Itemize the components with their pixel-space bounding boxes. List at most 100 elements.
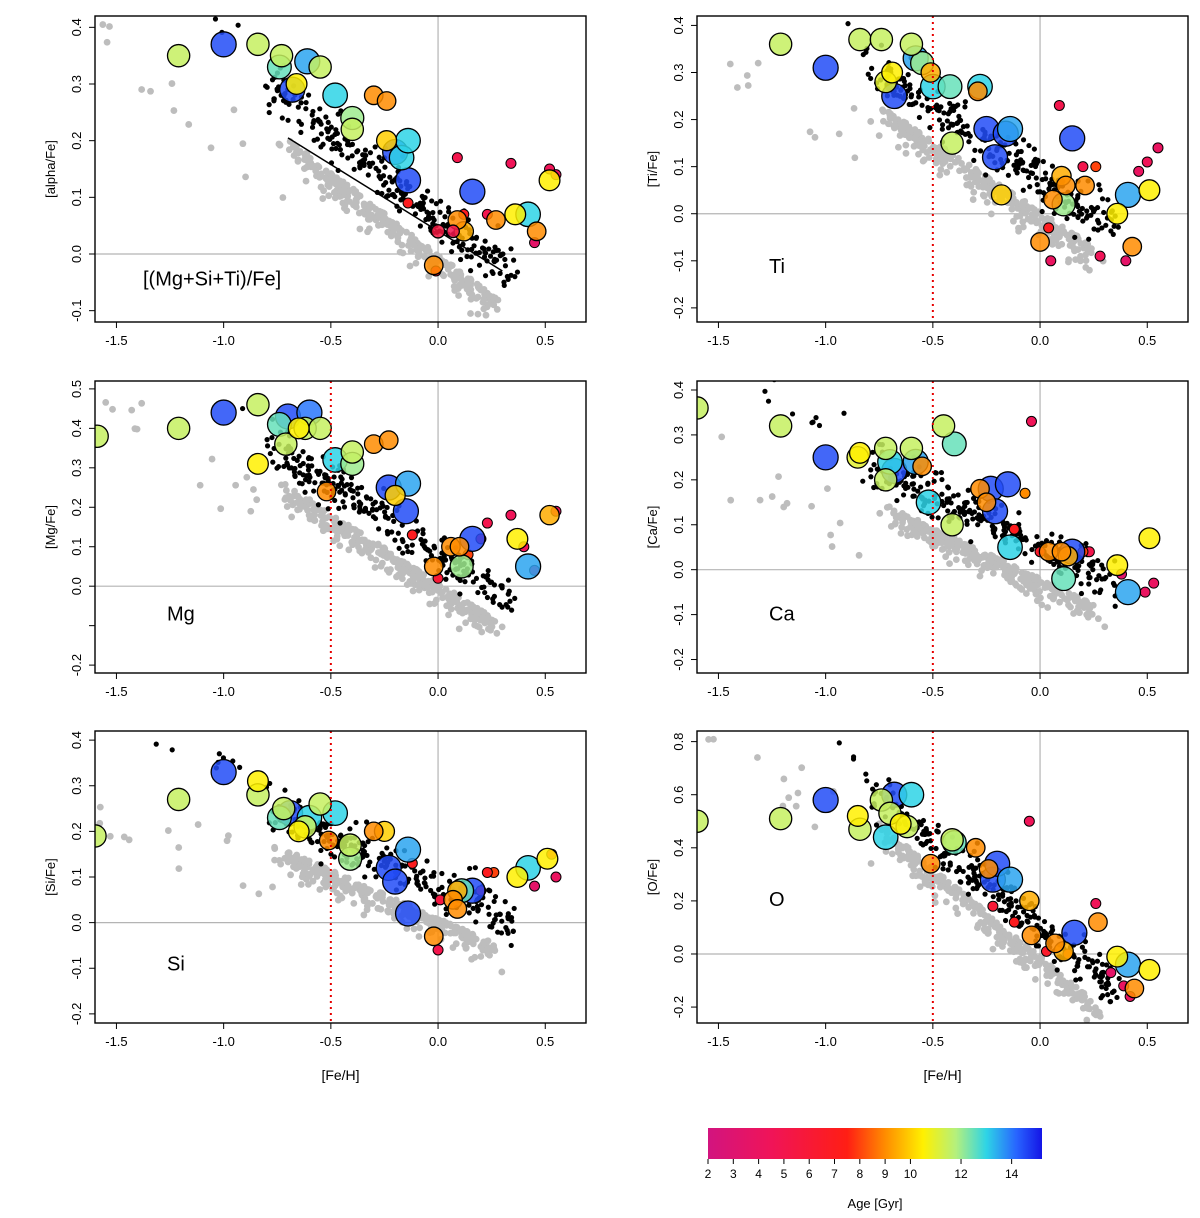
background-star-dot <box>277 481 285 489</box>
background-star-dot <box>937 149 945 157</box>
background-star-dot <box>309 500 317 507</box>
sample-star-dot <box>1074 963 1081 969</box>
aged-star-point <box>166 43 191 68</box>
background-star-dot <box>351 189 359 197</box>
sample-star-dot <box>1095 557 1101 564</box>
background-star-dot <box>450 593 458 601</box>
plot-frame <box>696 380 1189 674</box>
background-star-dot <box>967 172 975 180</box>
sample-star-dot <box>274 86 280 92</box>
background-star-dot <box>768 493 776 500</box>
sample-star-dot <box>366 160 372 166</box>
background-star-dot <box>896 120 904 127</box>
aged-star-point <box>506 865 529 889</box>
x-tick-label: -1.0 <box>814 333 836 348</box>
sample-star-dot <box>1013 898 1019 904</box>
y-tick-label: 0.0 <box>69 245 84 263</box>
aged-star-point <box>996 866 1024 893</box>
sample-star-dot <box>955 492 961 498</box>
background-star-dot <box>364 215 372 223</box>
background-star-dot <box>342 879 350 887</box>
background-star-dot <box>318 522 325 529</box>
sample-star-dot <box>443 911 449 918</box>
sample-star-dot <box>367 150 374 156</box>
sample-star-dot <box>457 591 463 597</box>
sample-star-dot <box>973 873 979 879</box>
sample-star-dot <box>765 398 772 404</box>
colorbar-tick-label: 8 <box>856 1167 863 1181</box>
x-tick-label: -1.0 <box>212 1034 234 1049</box>
sample-star-dot <box>264 84 270 90</box>
sample-star-dot <box>342 491 348 497</box>
background-star-dot <box>950 884 958 891</box>
aged-star-point <box>940 512 964 537</box>
sample-star-dot <box>999 907 1005 913</box>
background-star-dot <box>96 803 104 811</box>
background-star-dot <box>780 775 788 783</box>
background-star-dot <box>302 150 310 157</box>
sample-star-dot <box>1105 981 1112 987</box>
sample-star-dot <box>336 505 342 511</box>
background-star-dot <box>970 909 977 917</box>
background-star-dot <box>375 549 382 556</box>
sample-star-dot <box>935 822 941 828</box>
background-star-dot <box>931 873 939 881</box>
sample-star-dot <box>264 443 271 449</box>
background-star-dot <box>491 947 499 954</box>
sample-star-dot <box>762 388 768 394</box>
sample-star-dot <box>296 453 302 459</box>
sample-star-dot <box>300 460 306 467</box>
aged-star-point <box>514 553 542 580</box>
sample-star-dot <box>1112 603 1118 609</box>
sample-star-dot <box>1100 566 1106 572</box>
aged-star-point <box>899 32 924 57</box>
sample-star-dot <box>237 764 243 770</box>
sample-star-dot <box>318 121 324 127</box>
sample-star-dot <box>358 501 364 507</box>
background-star-dot <box>956 537 963 545</box>
sample-star-dot <box>1079 205 1085 212</box>
background-star-dot <box>385 217 393 225</box>
sample-star-dot <box>150 724 155 729</box>
sample-star-dot <box>1103 985 1109 992</box>
background-star-dot <box>891 124 899 131</box>
sample-star-dot <box>235 22 241 28</box>
sample-star-dot <box>492 917 498 923</box>
sample-star-dot <box>271 96 277 102</box>
sample-star-dot <box>945 867 951 873</box>
sample-star-dot <box>907 82 913 88</box>
x-tick-label: 0.5 <box>536 1034 554 1049</box>
background-star-dot <box>1036 587 1044 595</box>
panel-si-fe: -1.5 -1.0 -0.5 0.0 0.5 -0.2 -0.1 0.0 0.1 0.2 0.3 0.… <box>43 724 587 1083</box>
sample-star-dot <box>1105 197 1111 203</box>
sample-star-dot <box>418 886 424 892</box>
aged-star-point <box>940 828 964 852</box>
sample-star-dot <box>506 588 512 594</box>
background-star-dot <box>330 515 338 523</box>
sample-star-dot <box>1008 903 1014 909</box>
sample-star-dot <box>971 157 977 163</box>
sample-star-dot <box>339 476 345 482</box>
aged-star-point <box>1075 175 1095 196</box>
sample-star-dot <box>1086 581 1092 587</box>
background-star-dot <box>855 551 863 559</box>
sample-star-dot <box>1098 978 1104 985</box>
background-star-dot <box>276 141 284 149</box>
aged-star-point <box>486 210 506 230</box>
background-star-dot <box>455 268 463 276</box>
background-star-dot <box>415 249 423 257</box>
sample-star-dot <box>514 269 521 275</box>
sample-star-dot <box>175 361 180 366</box>
sample-star-dot <box>953 103 959 110</box>
sample-star-dot <box>886 777 892 783</box>
sample-star-dot <box>314 469 320 475</box>
y-tick-label: 0.0 <box>671 561 686 579</box>
sample-star-dot <box>328 851 334 857</box>
background-star-dot <box>383 566 391 574</box>
sample-star-dot <box>497 911 503 917</box>
background-star-dot <box>714 7 721 14</box>
sample-star-dot <box>340 499 346 505</box>
sample-star-dot <box>471 243 477 249</box>
sample-star-dot <box>322 472 328 478</box>
sample-star-dot <box>928 845 934 852</box>
